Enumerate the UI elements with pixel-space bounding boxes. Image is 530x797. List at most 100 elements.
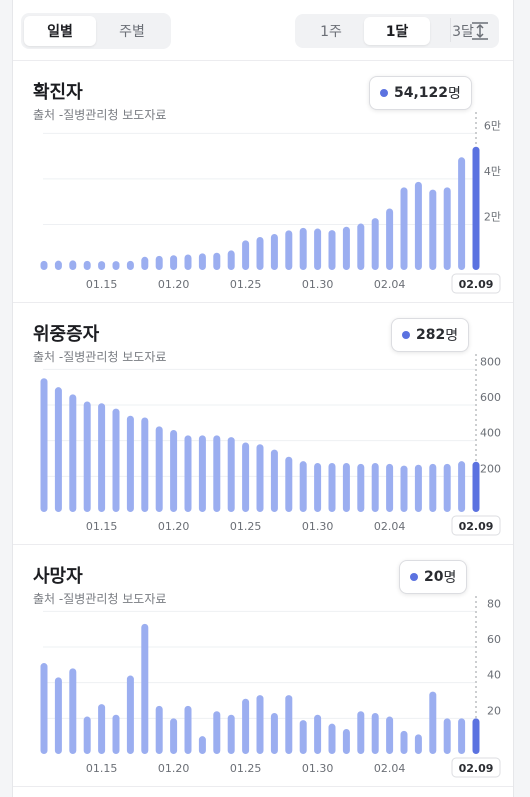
bar[interactable] <box>270 234 278 270</box>
bar[interactable] <box>40 378 48 512</box>
deaths-chart: 20 40 60 80 01.15 01.20 01.25 01.30 02.04 02.09 <box>40 596 501 778</box>
bar[interactable] <box>170 718 178 754</box>
bar[interactable] <box>443 718 451 754</box>
bar[interactable] <box>414 464 422 512</box>
bar[interactable] <box>458 718 466 754</box>
bar[interactable] <box>69 668 77 754</box>
bar[interactable] <box>429 691 437 754</box>
bar[interactable] <box>126 415 134 512</box>
bar[interactable] <box>270 712 278 754</box>
bar[interactable] <box>141 623 149 754</box>
bar[interactable] <box>386 208 394 270</box>
bar[interactable] <box>458 461 466 512</box>
bar[interactable] <box>414 181 422 270</box>
bar[interactable] <box>198 736 206 754</box>
bar[interactable] <box>256 236 264 270</box>
bar[interactable] <box>69 260 77 270</box>
bar[interactable] <box>285 230 293 270</box>
bar[interactable] <box>414 734 422 754</box>
bar[interactable] <box>443 463 451 512</box>
tab-3month[interactable]: 3달 <box>452 24 474 40</box>
bar[interactable] <box>429 463 437 512</box>
bar[interactable] <box>184 705 192 754</box>
bar[interactable] <box>83 716 91 754</box>
bar[interactable] <box>83 401 91 512</box>
bar[interactable] <box>198 253 206 270</box>
bar[interactable] <box>400 187 408 270</box>
bar[interactable] <box>112 261 120 270</box>
bar[interactable] <box>299 720 307 754</box>
bar[interactable] <box>213 252 221 270</box>
bar[interactable] <box>141 256 149 270</box>
bar[interactable] <box>98 403 106 512</box>
bar[interactable] <box>256 695 264 754</box>
bar[interactable] <box>328 230 336 270</box>
bar[interactable] <box>357 223 365 270</box>
bar[interactable] <box>112 714 120 754</box>
bar[interactable] <box>472 461 480 512</box>
bar[interactable] <box>299 227 307 270</box>
bar[interactable] <box>342 462 350 512</box>
bar[interactable] <box>299 461 307 512</box>
bar[interactable] <box>155 255 163 270</box>
bar[interactable] <box>400 465 408 512</box>
bar[interactable] <box>386 716 394 754</box>
bar[interactable] <box>112 408 120 512</box>
bar[interactable] <box>270 449 278 512</box>
bar[interactable] <box>54 260 62 270</box>
bar[interactable] <box>69 394 77 512</box>
bar[interactable] <box>184 254 192 270</box>
bar[interactable] <box>458 157 466 270</box>
bar[interactable] <box>54 387 62 512</box>
bar[interactable] <box>227 437 235 512</box>
bar[interactable] <box>328 723 336 754</box>
bar[interactable] <box>371 712 379 754</box>
bar[interactable] <box>371 462 379 512</box>
bar[interactable] <box>213 435 221 512</box>
bar[interactable] <box>357 711 365 754</box>
bar[interactable] <box>40 663 48 754</box>
bar[interactable] <box>443 187 451 270</box>
tab-1month[interactable]: 1달 <box>364 17 430 45</box>
bar[interactable] <box>126 260 134 270</box>
bar[interactable] <box>328 462 336 512</box>
tab-1week[interactable]: 1주 <box>320 24 342 40</box>
bar[interactable] <box>314 228 322 270</box>
bar[interactable] <box>342 729 350 754</box>
tab-weekly[interactable]: 주별 <box>119 24 145 40</box>
bar[interactable] <box>342 226 350 270</box>
bar[interactable] <box>242 442 250 512</box>
bar[interactable] <box>285 695 293 754</box>
bar[interactable] <box>386 463 394 512</box>
bar[interactable] <box>170 255 178 270</box>
bar[interactable] <box>314 462 322 512</box>
bar[interactable] <box>126 675 134 754</box>
bar[interactable] <box>429 189 437 270</box>
bar[interactable] <box>227 250 235 270</box>
bar[interactable] <box>170 429 178 512</box>
bar[interactable] <box>285 456 293 512</box>
bar[interactable] <box>242 240 250 270</box>
bar[interactable] <box>155 705 163 754</box>
bar[interactable] <box>213 711 221 754</box>
bar[interactable] <box>400 730 408 754</box>
bar[interactable] <box>472 146 480 270</box>
bar[interactable] <box>155 426 163 512</box>
bar[interactable] <box>98 261 106 270</box>
bar[interactable] <box>472 718 480 754</box>
expand-vertical-icon[interactable] <box>469 20 491 42</box>
bar[interactable] <box>40 260 48 270</box>
bar[interactable] <box>141 417 149 512</box>
bar[interactable] <box>227 714 235 754</box>
bar[interactable] <box>83 260 91 270</box>
bar[interactable] <box>54 677 62 754</box>
bar[interactable] <box>184 435 192 512</box>
tab-daily[interactable]: 일별 <box>24 16 96 46</box>
bar[interactable] <box>242 698 250 754</box>
bar[interactable] <box>198 435 206 512</box>
bar[interactable] <box>371 218 379 270</box>
bar[interactable] <box>98 704 106 754</box>
bar[interactable] <box>357 463 365 512</box>
bar[interactable] <box>256 444 264 512</box>
bar[interactable] <box>314 714 322 754</box>
